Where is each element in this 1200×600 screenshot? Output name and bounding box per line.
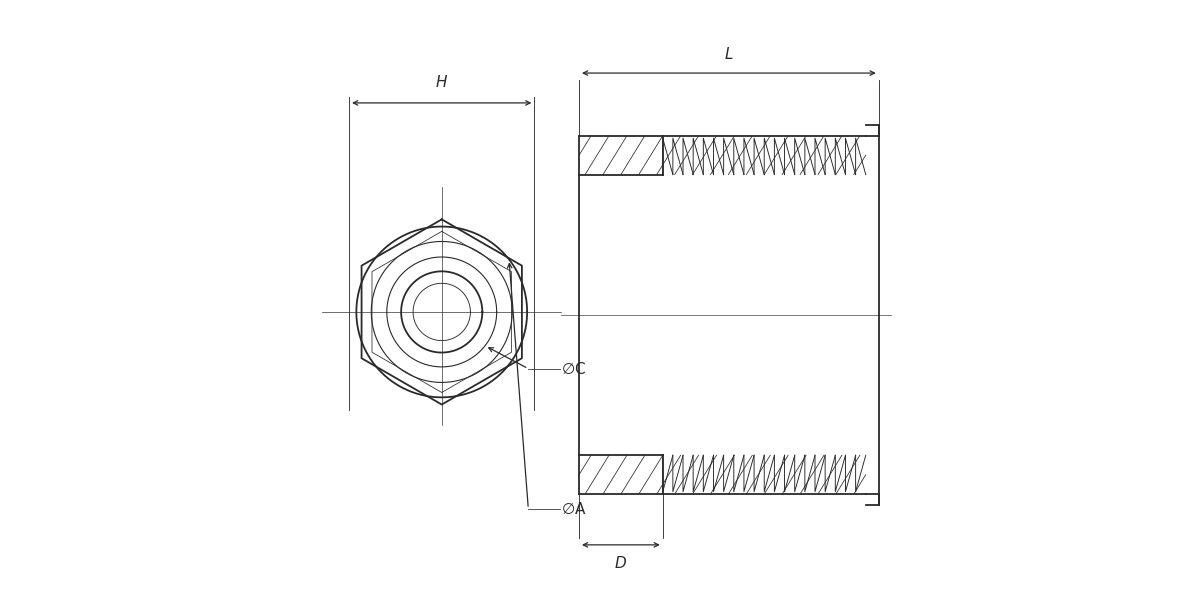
Text: $\varnothing$A: $\varnothing$A [562, 501, 587, 517]
Text: L: L [725, 47, 733, 62]
Text: D: D [616, 556, 626, 571]
Text: H: H [436, 75, 448, 90]
Text: $\varnothing$C: $\varnothing$C [562, 361, 587, 377]
